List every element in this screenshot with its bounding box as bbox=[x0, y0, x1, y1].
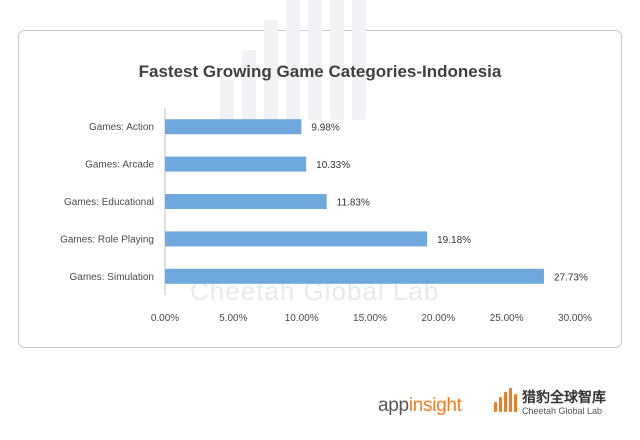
cheetah-bars-icon bbox=[494, 388, 518, 412]
category-label: Games: Action bbox=[89, 122, 154, 133]
x-tick-label: 30.00% bbox=[558, 313, 592, 324]
bar bbox=[165, 194, 327, 209]
category-label: Games: Simulation bbox=[70, 272, 154, 283]
bar bbox=[165, 119, 302, 135]
data-label: 9.98% bbox=[311, 123, 339, 134]
data-label: 27.73% bbox=[554, 272, 588, 283]
bar bbox=[165, 156, 307, 172]
x-tick-label: 15.00% bbox=[353, 313, 387, 324]
x-tick-label: 25.00% bbox=[490, 313, 524, 324]
cheetah-en-label: Cheetah Global Lab bbox=[522, 406, 603, 416]
appinsight-prefix: app bbox=[378, 395, 409, 416]
appinsight-suffix: insight bbox=[408, 395, 462, 416]
bar bbox=[165, 268, 544, 284]
category-label: Games: Educational bbox=[64, 197, 154, 208]
bar bbox=[165, 231, 428, 247]
category-label: Games: Role Playing bbox=[60, 234, 154, 245]
category-label: Games: Arcade bbox=[85, 160, 154, 171]
appinsight-logo: appinsight bbox=[378, 395, 462, 417]
data-label: 19.18% bbox=[437, 235, 471, 246]
x-tick-label: 10.00% bbox=[285, 313, 319, 324]
data-label: 11.83% bbox=[337, 198, 370, 209]
x-tick-label: 20.00% bbox=[421, 313, 455, 324]
cheetah-cn-label: 猎豹全球智库 bbox=[522, 390, 606, 406]
x-tick-label: 0.00% bbox=[151, 313, 179, 324]
x-tick-label: 5.00% bbox=[219, 313, 247, 324]
data-label: 10.33% bbox=[316, 160, 350, 171]
chart-title: Fastest Growing Game Categories-Indonesi… bbox=[138, 62, 502, 81]
